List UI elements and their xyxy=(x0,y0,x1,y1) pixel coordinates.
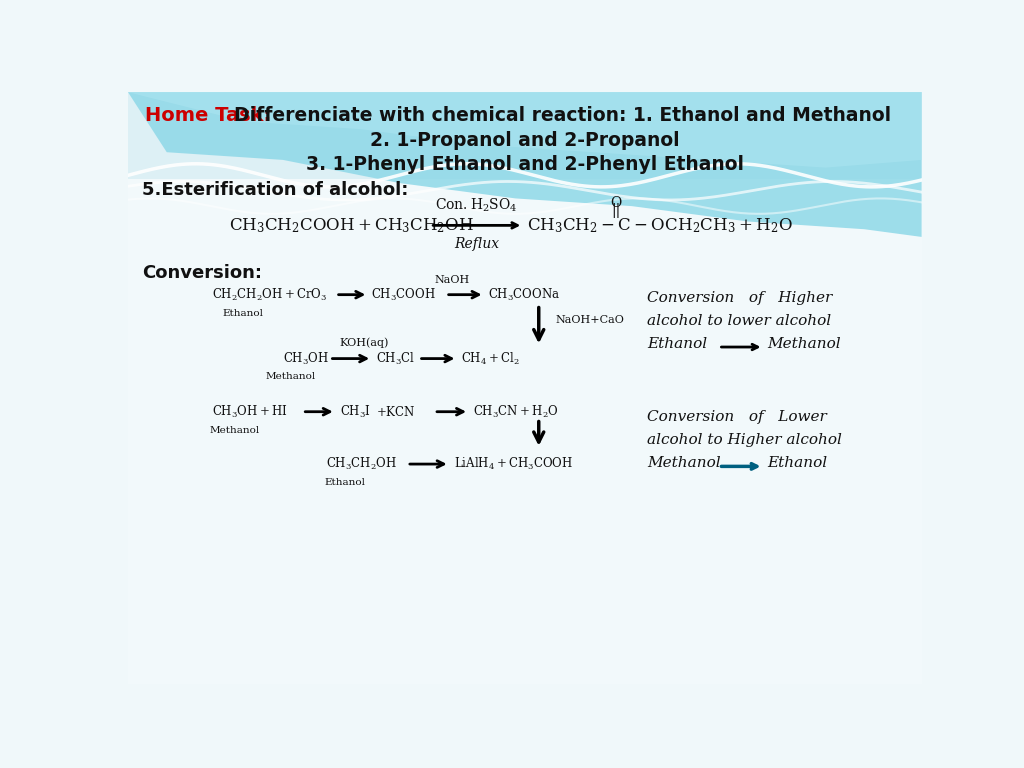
Text: alcohol to lower alcohol: alcohol to lower alcohol xyxy=(647,314,831,328)
Text: Conversion   of   Lower: Conversion of Lower xyxy=(647,410,827,424)
Text: Methanol: Methanol xyxy=(265,372,315,382)
Text: ||: || xyxy=(611,203,621,217)
Text: Ethanol: Ethanol xyxy=(767,456,827,470)
Text: $\mathregular{CH_3CN + H_2O}$: $\mathregular{CH_3CN + H_2O}$ xyxy=(473,404,558,420)
Polygon shape xyxy=(128,92,922,167)
Text: $\mathregular{CH_4 + Cl_2}$: $\mathregular{CH_4 + Cl_2}$ xyxy=(461,350,520,366)
Text: O: O xyxy=(610,196,622,210)
Text: Methanol: Methanol xyxy=(767,337,841,351)
Text: $\mathregular{CH_3COOH}$: $\mathregular{CH_3COOH}$ xyxy=(372,286,436,303)
Text: $\mathregular{CH_3CH_2COOH + CH_3CH_2OH}$: $\mathregular{CH_3CH_2COOH + CH_3CH_2OH}… xyxy=(228,216,474,235)
Text: $\mathregular{CH_2CH_2OH + CrO_3}$: $\mathregular{CH_2CH_2OH + CrO_3}$ xyxy=(212,286,327,303)
Text: $\mathregular{+ KCN}$: $\mathregular{+ KCN}$ xyxy=(376,405,416,419)
Text: 3. 1-Phenyl Ethanol and 2-Phenyl Ethanol: 3. 1-Phenyl Ethanol and 2-Phenyl Ethanol xyxy=(306,155,743,174)
Text: $\mathregular{CH_3CH_2-C-OCH_2CH_3 + H_2O}$: $\mathregular{CH_3CH_2-C-OCH_2CH_3 + H_2… xyxy=(527,216,793,235)
Text: $\mathregular{CH_3I}$: $\mathregular{CH_3I}$ xyxy=(340,404,371,420)
Polygon shape xyxy=(128,92,922,237)
Text: Ethanol: Ethanol xyxy=(222,309,263,317)
Text: $\mathregular{LiAlH_4 + CH_3COOH}$: $\mathregular{LiAlH_4 + CH_3COOH}$ xyxy=(454,456,572,472)
Text: $\mathregular{CH_3OH}$: $\mathregular{CH_3OH}$ xyxy=(283,350,329,366)
Text: $\mathregular{CH_3OH + HI}$: $\mathregular{CH_3OH + HI}$ xyxy=(212,404,288,420)
Text: alcohol to Higher alcohol: alcohol to Higher alcohol xyxy=(647,433,842,447)
Text: Differenciate with chemical reaction: 1. Ethanol and Methanol: Differenciate with chemical reaction: 1.… xyxy=(221,106,891,125)
Text: $\mathregular{CH_3CH_2OH}$: $\mathregular{CH_3CH_2OH}$ xyxy=(326,456,396,472)
Text: KOH(aq): KOH(aq) xyxy=(340,337,389,348)
Text: NaOH+CaO: NaOH+CaO xyxy=(556,315,625,325)
Text: Conversion:: Conversion: xyxy=(142,264,262,282)
Text: $\mathregular{CH_3COONa}$: $\mathregular{CH_3COONa}$ xyxy=(487,286,560,303)
Text: Ethanol: Ethanol xyxy=(647,337,708,351)
Text: Ethanol: Ethanol xyxy=(325,478,366,487)
Text: Methanol: Methanol xyxy=(210,425,260,435)
Text: Conversion   of   Higher: Conversion of Higher xyxy=(647,291,833,305)
Text: Reflux: Reflux xyxy=(455,237,500,251)
Text: Methanol: Methanol xyxy=(647,456,721,470)
Text: 2. 1-Propanol and 2-Propanol: 2. 1-Propanol and 2-Propanol xyxy=(370,131,680,150)
Text: Home Task:: Home Task: xyxy=(145,106,271,125)
Text: $\mathregular{Con.H_2SO_4}$: $\mathregular{Con.H_2SO_4}$ xyxy=(435,197,518,214)
Text: $\mathregular{CH_3Cl}$: $\mathregular{CH_3Cl}$ xyxy=(376,350,416,366)
Bar xyxy=(128,179,922,684)
Text: 5.Esterification of alcohol:: 5.Esterification of alcohol: xyxy=(142,181,409,200)
Text: NaOH: NaOH xyxy=(434,275,470,285)
